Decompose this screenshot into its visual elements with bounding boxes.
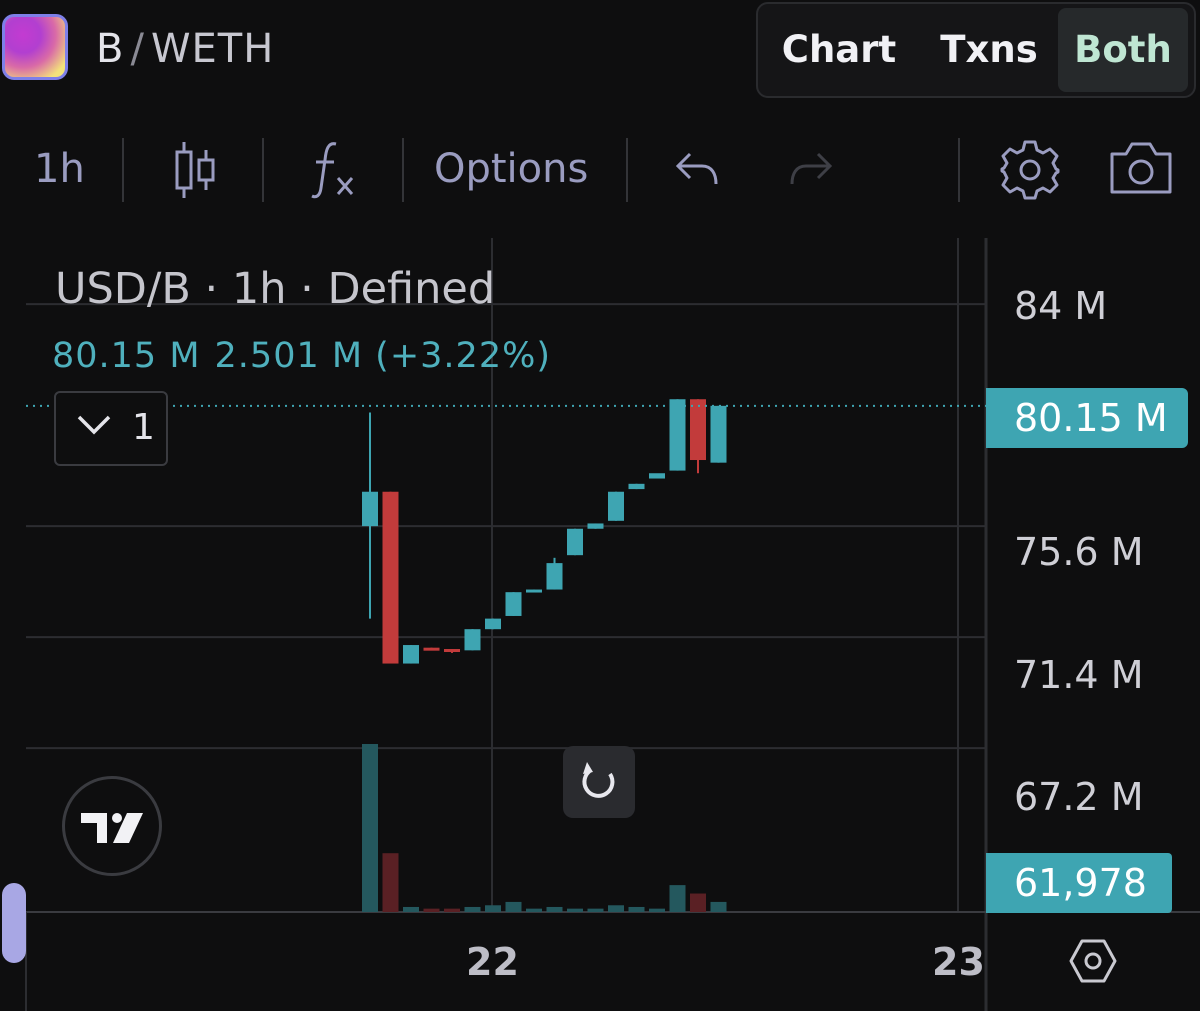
- volume-bar: [423, 908, 440, 912]
- candle-body: [546, 563, 563, 590]
- candle-body: [628, 483, 645, 490]
- candle-body: [464, 629, 481, 651]
- reset-chart-button[interactable]: [563, 746, 635, 818]
- scroll-handle[interactable]: [2, 883, 26, 963]
- undo-icon[interactable]: [672, 146, 722, 190]
- candle-body: [403, 645, 419, 664]
- token-logo: [2, 14, 68, 80]
- price-tick: 75.6 M: [1014, 530, 1144, 574]
- volume-bar: [669, 885, 686, 912]
- candle-body: [608, 491, 624, 521]
- legend-close: 80.15 M: [52, 336, 201, 376]
- volume-bar: [444, 908, 460, 912]
- candle-body: [690, 399, 706, 461]
- axis-settings-icon[interactable]: [1068, 938, 1118, 988]
- price-chart[interactable]: [0, 238, 1200, 1011]
- volume-bar: [485, 905, 501, 912]
- series-collapse-button[interactable]: 1: [54, 391, 168, 466]
- candles: [362, 399, 727, 664]
- candle-body: [567, 528, 583, 556]
- volume-bar: [567, 908, 583, 912]
- candle-body: [505, 592, 522, 616]
- volume-bar: [628, 906, 645, 912]
- camera-icon[interactable]: [1108, 140, 1174, 196]
- legend-title: USD/B · 1h · Defined: [55, 264, 496, 314]
- pair-base: B: [96, 26, 125, 72]
- toolbar-divider: [626, 138, 628, 202]
- tradingview-logo[interactable]: [62, 776, 162, 876]
- txns-view-button[interactable]: Txns: [940, 28, 1038, 71]
- volume-bar: [382, 853, 399, 912]
- both-view-button[interactable]: Both: [1058, 8, 1188, 92]
- volume-bar: [608, 905, 624, 912]
- candle-body: [423, 647, 440, 651]
- x-tick: 23: [932, 940, 985, 984]
- pair-quote: WETH: [150, 26, 275, 72]
- options-button[interactable]: Options: [434, 146, 589, 192]
- candles-icon[interactable]: [170, 138, 220, 202]
- current-price-tag: 80.15 M: [986, 388, 1188, 448]
- tradingview-icon: [81, 813, 143, 843]
- toolbar-divider: [262, 138, 264, 202]
- pair-slash: /: [130, 26, 145, 72]
- candle-body: [710, 405, 727, 463]
- volume-bar: [403, 906, 419, 912]
- price-tick: 67.2 M: [1014, 775, 1144, 819]
- view-toggle: Chart Txns Both: [756, 2, 1196, 98]
- legend-values: 80.15 M 2.501 M (+3.22%): [52, 336, 565, 376]
- volume-tag: 61,978: [986, 853, 1172, 913]
- legend-change: 2.501 M (+3.22%): [214, 336, 551, 376]
- chevron-down-icon: [77, 415, 111, 435]
- price-tick: 84 M: [1014, 284, 1108, 328]
- reset-icon: [582, 762, 615, 798]
- indicators-icon[interactable]: [306, 138, 362, 202]
- volume-bar: [526, 908, 542, 912]
- redo-icon[interactable]: [786, 146, 836, 190]
- volume-bar: [690, 893, 706, 912]
- candle-body: [362, 491, 378, 527]
- toolbar-divider: [122, 138, 124, 202]
- candle-body: [649, 473, 665, 479]
- chart-view-button[interactable]: Chart: [781, 28, 897, 71]
- candle-body: [382, 491, 399, 664]
- volume-bar: [505, 901, 522, 912]
- x-tick: 22: [466, 940, 519, 984]
- series-count: 1: [132, 407, 155, 448]
- volume-bar: [464, 906, 481, 912]
- toolbar-divider: [958, 138, 960, 202]
- price-tick: 71.4 M: [1014, 653, 1144, 697]
- volume-bar: [546, 906, 563, 912]
- volume-bar: [710, 901, 727, 912]
- volume-bar: [649, 908, 665, 912]
- volume-bars: [362, 744, 727, 912]
- pair-title: B / WETH: [96, 26, 274, 72]
- volume-bar: [362, 744, 378, 912]
- interval-button[interactable]: 1h: [34, 146, 85, 192]
- candle-body: [444, 649, 460, 653]
- toolbar-divider: [402, 138, 404, 202]
- settings-icon[interactable]: [998, 138, 1062, 202]
- candle-body: [669, 399, 686, 471]
- candle-body: [587, 523, 604, 529]
- candle-body: [526, 589, 542, 593]
- candle-body: [485, 618, 501, 630]
- volume-bar: [587, 908, 604, 912]
